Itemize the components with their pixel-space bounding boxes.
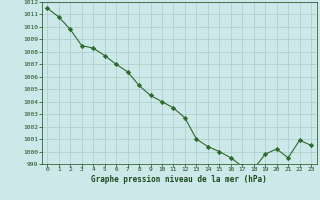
- X-axis label: Graphe pression niveau de la mer (hPa): Graphe pression niveau de la mer (hPa): [91, 175, 267, 184]
